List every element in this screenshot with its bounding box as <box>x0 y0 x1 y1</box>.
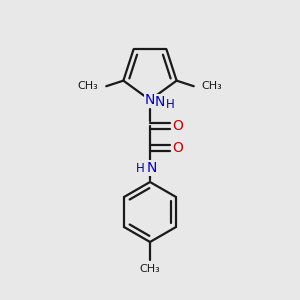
Text: CH₃: CH₃ <box>77 81 98 91</box>
Text: H: H <box>136 161 144 175</box>
Text: N: N <box>155 95 165 109</box>
Text: CH₃: CH₃ <box>140 264 160 274</box>
Text: N: N <box>147 161 157 175</box>
Text: O: O <box>172 141 183 155</box>
Text: H: H <box>166 98 174 112</box>
Text: O: O <box>172 119 183 133</box>
Text: N: N <box>145 93 155 107</box>
Text: CH₃: CH₃ <box>202 81 223 91</box>
